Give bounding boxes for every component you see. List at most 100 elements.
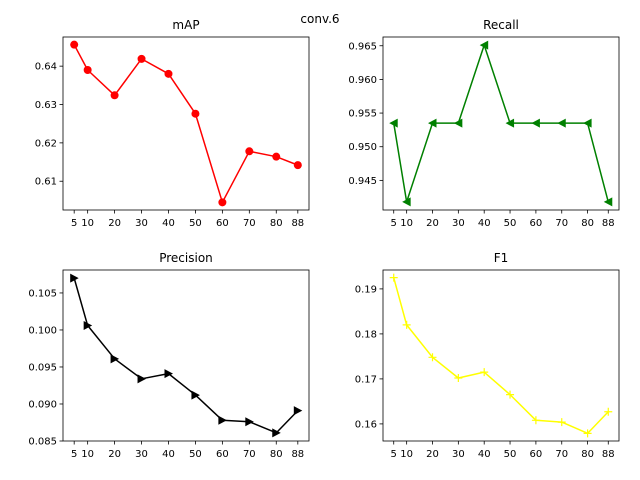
data-point [389, 118, 398, 128]
data-point [603, 197, 613, 207]
data-point [70, 40, 79, 49]
series-line [73, 277, 299, 434]
data-point [428, 353, 437, 362]
x-tick-label: 50 [189, 449, 202, 460]
x-tick-label: 70 [243, 449, 256, 460]
x-tick-label: 80 [581, 218, 594, 229]
x-tick-label: 80 [270, 449, 283, 460]
subplot-0: mAP 5 10 20 30 40 50 60 70 80 88 0.61 0.62 0.63 0.64 [35, 18, 310, 229]
y-tick-label: 0.960 [348, 75, 377, 86]
data-point [293, 161, 302, 170]
y-tick-label: 0.105 [28, 288, 57, 299]
data-point [583, 429, 592, 438]
x-tick-label: 70 [243, 218, 256, 229]
y-tick-label: 0.63 [35, 100, 57, 111]
subplot-2: Precision 5 10 20 30 40 50 60 70 80 88 0.085 0.090 0.… [28, 251, 310, 460]
data-point [164, 369, 173, 379]
x-tick-label: 30 [452, 218, 465, 229]
data-point [110, 91, 119, 100]
subplot-title: Precision [159, 251, 213, 265]
y-tick-label: 0.090 [28, 399, 57, 410]
x-tick-label: 88 [602, 449, 615, 460]
data-point [83, 65, 92, 74]
data-point [479, 40, 489, 50]
subplot-3: F1 5 10 20 30 40 50 60 70 80 88 0.16 0.17 0.18 0.19 [355, 251, 620, 460]
x-tick-label: 60 [530, 449, 543, 460]
data-point [137, 374, 147, 384]
x-tick-label: 5 [71, 449, 77, 460]
x-tick-label: 70 [555, 449, 568, 460]
data-point [557, 418, 566, 427]
axes-frame [382, 36, 620, 211]
x-tick-label: 80 [270, 218, 283, 229]
y-tick-label: 0.965 [348, 41, 377, 52]
y-tick-label: 0.950 [348, 142, 377, 153]
y-tick-label: 0.085 [28, 437, 57, 448]
data-point [505, 118, 515, 128]
data-point [191, 109, 200, 118]
data-point [583, 118, 592, 128]
y-tick-label: 0.095 [28, 362, 57, 373]
data-point [531, 416, 540, 425]
data-point [245, 417, 254, 427]
x-tick-label: 50 [504, 218, 517, 229]
x-tick-label: 88 [602, 218, 615, 229]
data-point [218, 198, 227, 207]
x-tick-label: 20 [108, 449, 121, 460]
y-tick-label: 0.945 [348, 176, 377, 187]
data-point [531, 118, 540, 128]
y-tick-label: 0.18 [355, 329, 377, 340]
series-line [73, 44, 299, 204]
series-line [393, 277, 609, 435]
x-tick-label: 70 [555, 218, 568, 229]
x-tick-label: 30 [135, 218, 148, 229]
y-tick-label: 0.62 [35, 138, 57, 149]
y-tick-label: 0.100 [28, 325, 57, 336]
x-tick-label: 5 [71, 218, 77, 229]
data-point [137, 54, 146, 63]
data-point [191, 390, 200, 400]
subplot-title: Recall [483, 18, 519, 32]
data-point [557, 118, 566, 128]
data-point [428, 118, 437, 128]
data-point [272, 152, 281, 161]
x-tick-label: 60 [216, 449, 229, 460]
x-tick-label: 20 [426, 218, 439, 229]
x-tick-label: 50 [504, 449, 517, 460]
x-tick-label: 30 [135, 449, 148, 460]
data-point [110, 354, 120, 364]
data-point [453, 118, 463, 128]
y-tick-label: 0.19 [355, 284, 377, 295]
x-tick-label: 10 [81, 218, 94, 229]
axes-frame [62, 269, 310, 442]
x-tick-label: 20 [426, 449, 439, 460]
x-tick-label: 5 [391, 449, 397, 460]
data-point [218, 415, 227, 425]
x-tick-label: 60 [530, 218, 543, 229]
data-point [454, 374, 463, 382]
data-point [389, 273, 398, 282]
y-tick-label: 0.61 [35, 177, 57, 188]
x-tick-label: 10 [400, 449, 413, 460]
y-tick-label: 0.955 [348, 109, 377, 120]
y-tick-label: 0.16 [355, 419, 377, 430]
data-point [604, 407, 613, 416]
data-point [83, 321, 93, 331]
data-point [164, 69, 173, 78]
subplot-title: mAP [172, 18, 199, 32]
x-tick-label: 40 [478, 218, 491, 229]
x-tick-label: 88 [291, 218, 304, 229]
figure-suptitle: conv.6 [300, 12, 339, 26]
subplot-1: Recall 5 10 20 30 40 50 60 70 80 88 0.945 0.950 0.955… [348, 18, 620, 229]
data-point [293, 406, 303, 416]
axes-frame [382, 269, 620, 442]
x-tick-label: 20 [108, 218, 121, 229]
y-tick-label: 0.17 [355, 374, 377, 385]
data-point [70, 273, 79, 283]
x-tick-label: 40 [478, 449, 491, 460]
data-point [245, 147, 254, 156]
subplot-title: F1 [494, 251, 509, 265]
x-tick-label: 10 [81, 449, 94, 460]
